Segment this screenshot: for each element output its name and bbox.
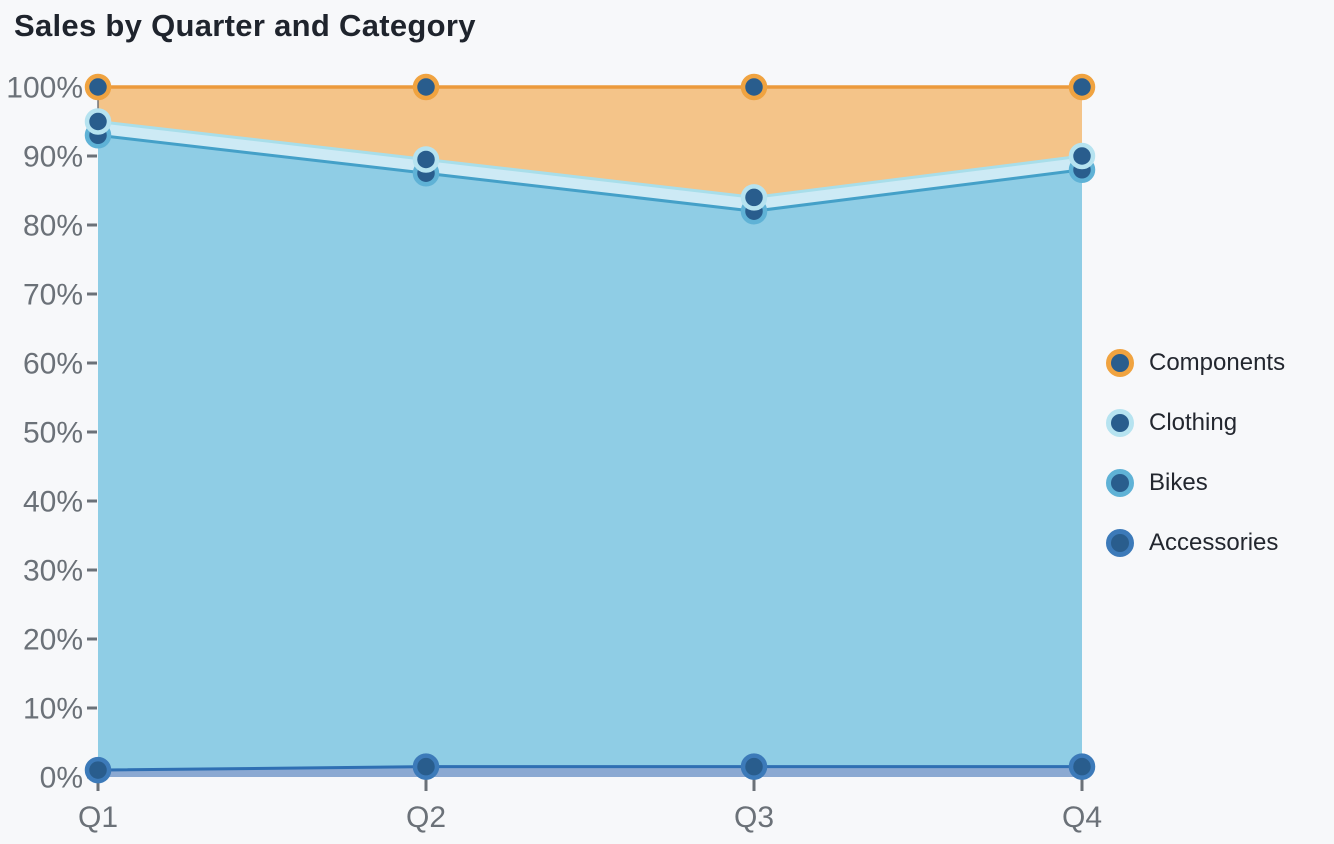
y-axis-label: 100% [6,72,83,105]
legend-label-accessories: Accessories [1149,529,1279,556]
series-area-bikes[interactable] [98,135,1082,771]
marker-clothing-q3[interactable] [740,184,768,211]
y-axis-label: 20% [23,624,83,657]
legend-label-clothing: Clothing [1149,409,1238,436]
marker-accessories-q2[interactable] [412,753,440,780]
marker-clothing-q2[interactable] [412,146,440,173]
legend-marker-bikes-icon [1106,469,1134,497]
marker-accessories-q3[interactable] [740,753,768,780]
y-axis-label: 60% [23,348,83,381]
marker-accessories-q1[interactable] [84,756,112,784]
legend-item-bikes[interactable]: Bikes [1106,453,1285,513]
series-line-accessories[interactable] [97,765,1082,772]
y-axis-label: 50% [23,417,83,450]
y-axis-label: 80% [23,210,83,243]
marker-clothing-q4[interactable] [1068,142,1096,170]
chart-title: Sales by Quarter and Category [14,8,476,43]
legend-label-bikes: Bikes [1149,469,1208,496]
marker-components-q2[interactable] [412,73,440,101]
y-axis-label: 90% [23,141,83,174]
x-axis-label-q4: Q4 [1062,801,1102,834]
marker-accessories-q4[interactable] [1068,753,1096,780]
y-axis-label: 30% [23,555,83,588]
marker-clothing-q1[interactable] [84,108,112,135]
legend: Components Clothing Bikes Accessories [1106,333,1285,573]
x-axis-label-q1: Q1 [78,801,118,834]
y-axis-label: 40% [23,486,83,519]
series-line-clothing[interactable] [97,120,1083,199]
series-line-bikes[interactable] [97,133,1083,213]
marker-components-q3[interactable] [740,73,768,101]
y-axis-label: 10% [23,693,83,726]
y-axis-label: 70% [23,279,83,312]
series-area-accessories[interactable] [98,766,1082,777]
legend-item-clothing[interactable]: Clothing [1106,393,1285,453]
legend-marker-components-icon [1106,349,1134,377]
x-axis-label-q3: Q3 [734,801,774,834]
series-area-clothing[interactable] [98,121,1082,212]
legend-label-components: Components [1149,349,1286,376]
legend-item-components[interactable]: Components [1106,333,1285,393]
legend-item-accessories[interactable]: Accessories [1106,513,1285,573]
y-axis-label: 0% [40,762,83,795]
legend-marker-accessories-icon [1106,529,1134,557]
legend-marker-clothing-icon [1106,409,1134,437]
x-axis-label-q2: Q2 [406,801,446,834]
series-area-components[interactable] [98,87,1082,198]
marker-components-q1[interactable] [84,73,112,101]
marker-components-q4[interactable] [1068,73,1096,101]
